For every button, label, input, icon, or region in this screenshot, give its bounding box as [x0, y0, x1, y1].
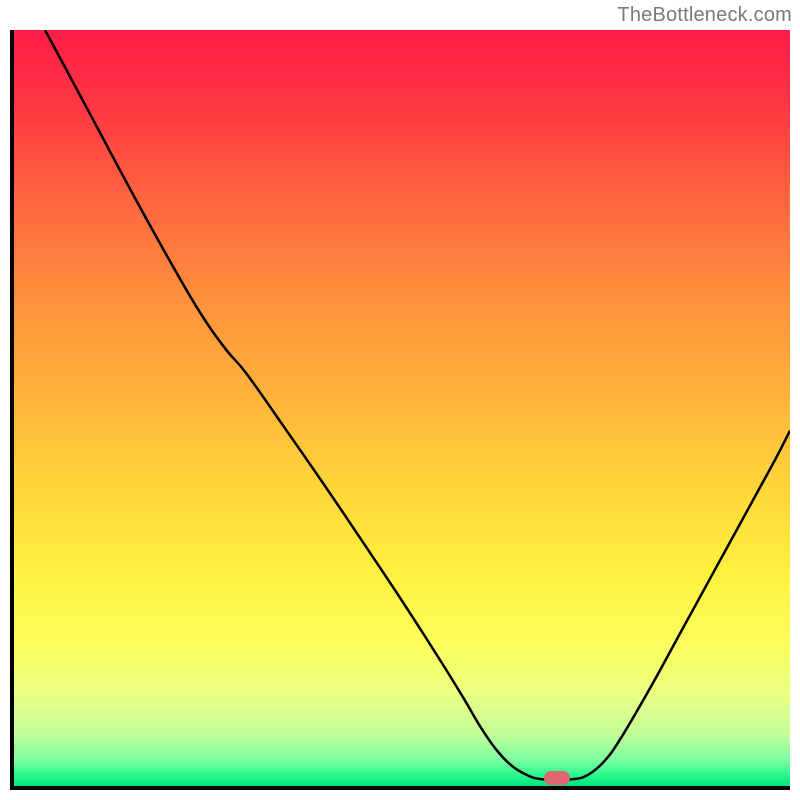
- optimal-marker: [544, 771, 570, 785]
- watermark-text: TheBottleneck.com: [617, 4, 792, 27]
- background-gradient: [14, 30, 790, 786]
- chart-root: TheBottleneck.com: [0, 0, 800, 800]
- plot-area: [14, 30, 790, 786]
